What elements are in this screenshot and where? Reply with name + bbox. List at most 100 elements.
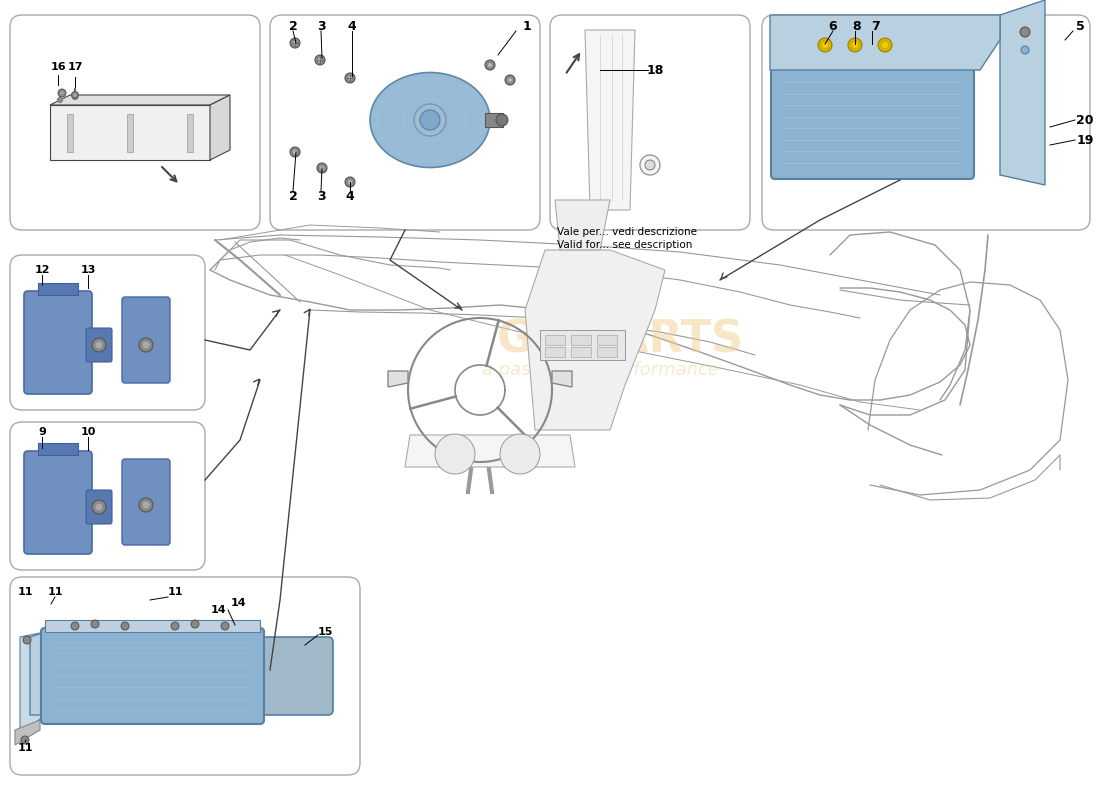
FancyBboxPatch shape xyxy=(24,291,92,394)
Text: a passion for performance: a passion for performance xyxy=(482,361,718,379)
Bar xyxy=(485,113,503,127)
Circle shape xyxy=(434,434,475,474)
Polygon shape xyxy=(15,720,40,745)
Circle shape xyxy=(508,78,512,82)
Circle shape xyxy=(500,434,540,474)
Circle shape xyxy=(139,498,153,512)
Circle shape xyxy=(72,91,78,98)
Circle shape xyxy=(420,110,440,130)
FancyBboxPatch shape xyxy=(86,490,112,524)
Polygon shape xyxy=(770,15,1000,70)
Bar xyxy=(597,335,617,345)
Polygon shape xyxy=(1000,0,1045,185)
Circle shape xyxy=(92,500,106,514)
Circle shape xyxy=(882,42,888,48)
FancyBboxPatch shape xyxy=(10,255,205,410)
Text: 13: 13 xyxy=(80,265,96,275)
Text: 14: 14 xyxy=(230,598,245,608)
Polygon shape xyxy=(210,95,230,160)
Bar xyxy=(45,620,260,632)
FancyBboxPatch shape xyxy=(122,459,170,545)
Text: 10: 10 xyxy=(80,427,96,437)
Text: Vale per... vedi descrizione: Vale per... vedi descrizione xyxy=(557,227,697,237)
Circle shape xyxy=(1021,46,1028,54)
Circle shape xyxy=(23,636,31,644)
Text: 1: 1 xyxy=(522,21,531,34)
Bar xyxy=(39,283,78,295)
Circle shape xyxy=(92,338,106,352)
FancyBboxPatch shape xyxy=(24,451,92,554)
Bar xyxy=(39,443,78,455)
FancyBboxPatch shape xyxy=(762,15,1090,230)
Text: 14: 14 xyxy=(210,605,225,615)
Text: 4: 4 xyxy=(345,190,354,203)
Bar xyxy=(67,114,73,152)
Bar xyxy=(540,330,625,360)
Circle shape xyxy=(290,38,300,48)
FancyBboxPatch shape xyxy=(771,66,974,179)
Text: 12: 12 xyxy=(34,265,50,275)
Polygon shape xyxy=(50,105,210,160)
Bar xyxy=(544,347,565,357)
Circle shape xyxy=(121,622,129,630)
FancyBboxPatch shape xyxy=(122,297,170,383)
Circle shape xyxy=(315,55,324,65)
Circle shape xyxy=(485,60,495,70)
Polygon shape xyxy=(388,371,408,387)
Circle shape xyxy=(170,622,179,630)
Circle shape xyxy=(293,41,297,45)
Circle shape xyxy=(488,63,492,67)
Circle shape xyxy=(848,38,862,52)
Text: 2: 2 xyxy=(288,190,297,203)
Text: 19: 19 xyxy=(1076,134,1093,146)
FancyBboxPatch shape xyxy=(10,577,360,775)
Text: 9: 9 xyxy=(39,427,46,437)
Text: 16: 16 xyxy=(51,62,66,72)
Circle shape xyxy=(505,75,515,85)
Circle shape xyxy=(414,104,446,136)
Circle shape xyxy=(143,502,150,509)
Circle shape xyxy=(72,622,79,630)
Polygon shape xyxy=(556,200,610,250)
Circle shape xyxy=(143,342,150,349)
Circle shape xyxy=(878,38,892,52)
FancyBboxPatch shape xyxy=(550,15,750,230)
Text: 7: 7 xyxy=(870,21,879,34)
Text: 6: 6 xyxy=(828,21,837,34)
Circle shape xyxy=(91,620,99,628)
Text: 17: 17 xyxy=(67,62,82,72)
Bar xyxy=(571,347,591,357)
Polygon shape xyxy=(405,435,575,467)
FancyBboxPatch shape xyxy=(86,328,112,362)
Circle shape xyxy=(852,42,858,48)
Polygon shape xyxy=(585,30,635,210)
Circle shape xyxy=(221,622,229,630)
Circle shape xyxy=(818,38,832,52)
Circle shape xyxy=(345,73,355,83)
Text: 3: 3 xyxy=(317,190,326,203)
Circle shape xyxy=(96,342,102,349)
Text: 2: 2 xyxy=(288,21,297,34)
Circle shape xyxy=(60,91,64,94)
Bar xyxy=(571,335,591,345)
Polygon shape xyxy=(552,371,572,387)
Text: 5: 5 xyxy=(1076,21,1085,34)
Circle shape xyxy=(496,114,508,126)
FancyBboxPatch shape xyxy=(270,15,540,230)
Text: 11: 11 xyxy=(18,743,33,753)
Circle shape xyxy=(345,177,355,187)
Circle shape xyxy=(21,736,29,744)
Circle shape xyxy=(348,76,352,80)
Ellipse shape xyxy=(370,73,490,167)
FancyBboxPatch shape xyxy=(10,422,205,570)
Circle shape xyxy=(293,150,297,154)
Circle shape xyxy=(317,163,327,173)
Bar xyxy=(597,347,617,357)
Bar xyxy=(187,114,192,152)
Circle shape xyxy=(318,58,322,62)
Circle shape xyxy=(645,160,654,170)
Text: Valid for... see description: Valid for... see description xyxy=(557,240,692,250)
Text: 3: 3 xyxy=(317,21,326,34)
Bar xyxy=(126,114,133,152)
Circle shape xyxy=(96,503,102,510)
